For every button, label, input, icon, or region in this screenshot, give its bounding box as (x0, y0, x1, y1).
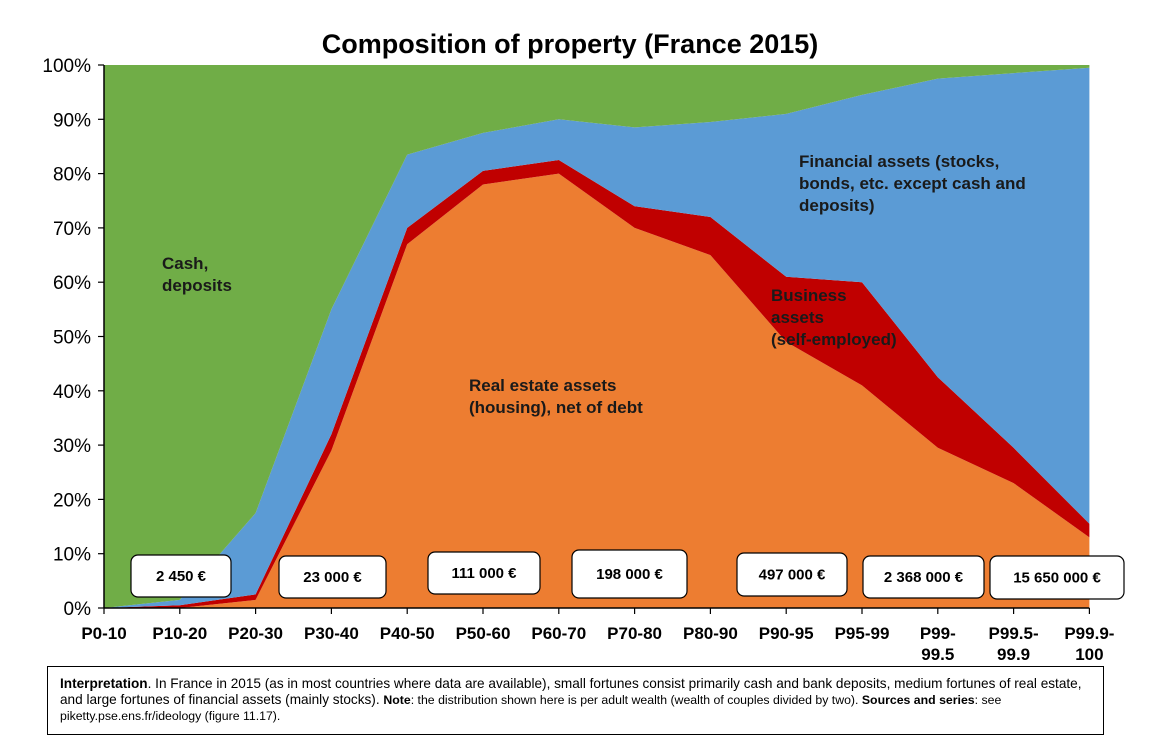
area-label-3: Cash, deposits (162, 254, 232, 295)
x-tick-label: P40-50 (380, 624, 435, 643)
area-label-line: (self-employed) (771, 330, 897, 349)
x-tick-label: P20-30 (228, 624, 283, 643)
chart-title: Composition of property (France 2015) (322, 29, 819, 59)
axes-layer: 0% 10% 20% 30% 40% 50% 60% 70% 80% 90% 100% P0-10 P1… (42, 56, 1114, 664)
y-tick-label: 10% (53, 545, 91, 566)
y-tick-label: 30% (53, 436, 91, 457)
wealth-label-text: 2 368 000 € (884, 569, 964, 586)
x-tick-label: P99- (920, 624, 956, 643)
sources-label: Sources and series (861, 693, 975, 707)
note-detail: : the distribution shown here is per adu… (410, 693, 862, 707)
x-tick-label: P99.9- (1064, 624, 1114, 643)
y-tick-label: 40% (53, 382, 91, 403)
area-series-3 (104, 65, 1090, 608)
x-tick-label: P90-95 (759, 624, 814, 643)
y-tick-label: 60% (53, 273, 91, 294)
wealth-label-box (427, 551, 541, 595)
area-label-line: deposits (162, 276, 232, 295)
area-label-2: Financial assets (stocks, bonds, etc. exc… (799, 152, 1026, 215)
wealth-label-box (130, 554, 232, 598)
area-label-line: Cash, (162, 254, 208, 273)
wealth-label-text: 497 000 € (759, 567, 826, 584)
x-tick-label: P50-60 (456, 624, 511, 643)
wealth-label-text: 15 650 000 € (1013, 570, 1101, 587)
note-text: . In France in 2015 (as in most countrie… (60, 676, 1082, 707)
interpretation-note: Interpretation. In France in 2015 (as in… (47, 666, 1104, 735)
y-tick-label: 20% (53, 490, 91, 511)
y-tick-label: 0% (64, 599, 92, 620)
area-label-line: Real estate assets (469, 376, 616, 395)
x-tick-label: P70-80 (607, 624, 662, 643)
area-label-0: Real estate assets (housing), net of debt (469, 376, 643, 417)
x-tick-label: P95-99 (835, 624, 890, 643)
area-series-1 (104, 160, 1090, 608)
area-label-line: deposits) (799, 196, 875, 215)
y-tick-label: 50% (53, 328, 91, 349)
area-label-line: bonds, etc. except cash and (799, 174, 1026, 193)
x-tick-label: P99.5- (989, 624, 1039, 643)
x-tick-label: 99.5 (921, 645, 954, 664)
x-tick-label: P60-70 (531, 624, 586, 643)
y-tick-label: 70% (53, 219, 91, 240)
note-lead: Interpretation (60, 676, 148, 691)
area-series-0 (104, 173, 1090, 608)
wealth-labels-layer: 2 450 € 23 000 € 111 000 € 198 000 € 497 000… (130, 549, 1125, 600)
x-tick-label: P80-90 (683, 624, 738, 643)
areas-layer (104, 65, 1090, 608)
area-label-line: (housing), net of debt (469, 398, 643, 417)
area-labels-layer: Real estate assets (housing), net of debt… (162, 152, 1026, 417)
x-tick-label: 99.9 (997, 645, 1030, 664)
area-series-2 (104, 67, 1090, 608)
composition-chart: Composition of property (France 2015) 0%… (42, 29, 1125, 664)
area-label-line: Business (771, 286, 847, 305)
wealth-label-text: 111 000 € (451, 565, 517, 582)
wealth-label-box (989, 555, 1125, 600)
wealth-label-box (278, 555, 387, 599)
wealth-label-text: 198 000 € (596, 566, 663, 583)
x-tick-label: P30-40 (304, 624, 359, 643)
wealth-label-box (571, 549, 688, 599)
x-tick-label: P10-20 (152, 624, 207, 643)
area-label-line: assets (771, 308, 824, 327)
x-tick-label: 100 (1075, 645, 1103, 664)
area-label-line: Financial assets (stocks, (799, 152, 999, 171)
wealth-label-text: 23 000 € (303, 569, 362, 586)
area-label-1: Business assets (self-employed) (771, 286, 897, 349)
y-tick-label: 80% (53, 165, 91, 186)
note-label: Note (383, 693, 411, 707)
wealth-label-box (862, 555, 985, 599)
sources-text: : see piketty.pse.ens.fr/ideology (figur… (60, 693, 1002, 723)
x-tick-label: P0-10 (81, 624, 126, 643)
wealth-label-box (736, 552, 848, 597)
wealth-label-text: 2 450 € (156, 568, 207, 585)
y-tick-label: 90% (53, 110, 91, 131)
y-tick-label: 100% (42, 56, 91, 77)
